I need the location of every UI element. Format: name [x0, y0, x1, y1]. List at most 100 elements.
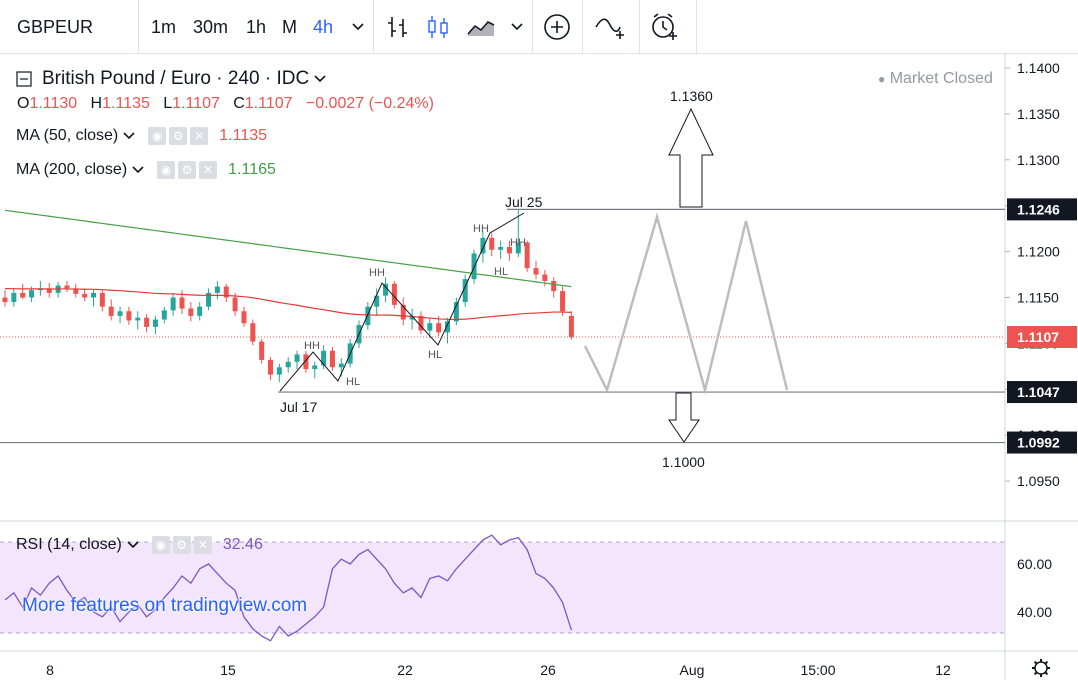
candle-body — [126, 311, 132, 321]
price-tick-label: 1.0950 — [1017, 473, 1060, 489]
gear-icon[interactable]: ⚙ — [178, 161, 197, 179]
compare-button[interactable] — [543, 0, 571, 54]
candle-body — [445, 321, 450, 333]
ma200-value: 1.1165 — [228, 161, 276, 178]
swing-label: HL — [428, 349, 442, 361]
candle-body — [515, 242, 521, 254]
alarm-clock-plus-icon — [652, 13, 677, 40]
high-value: 1.1135 — [102, 95, 150, 112]
candle-body — [268, 359, 273, 375]
rsi-value: 32.46 — [222, 536, 263, 553]
interval-30m-label: 30m — [193, 16, 229, 37]
interval-1m-button[interactable]: 1m — [151, 0, 176, 54]
ohlc-bars-icon — [388, 17, 407, 37]
swing-label: HH — [473, 223, 489, 235]
tradingview-watermark-link[interactable]: More features on tradingview.com — [22, 595, 308, 616]
chevron-down-icon[interactable] — [313, 74, 327, 84]
candle-body — [462, 279, 468, 303]
time-tick-label: 22 — [397, 662, 413, 678]
gear-ring — [1034, 661, 1048, 675]
candle-body — [232, 297, 238, 312]
interval-dropdown-button[interactable] — [351, 0, 365, 54]
swing-label: HH — [510, 237, 526, 249]
eye-icon[interactable]: ◉ — [148, 127, 167, 145]
candle-body — [391, 283, 397, 305]
time-tick-label: Aug — [680, 662, 705, 678]
interval-M-button[interactable]: M — [282, 0, 297, 54]
chevron-down-icon[interactable] — [122, 131, 136, 141]
candle-body — [365, 306, 371, 326]
price-label-box — [1007, 198, 1077, 221]
toolbar-divider — [532, 0, 533, 54]
ma200-line — [4, 209, 572, 288]
chevron-down-icon — [511, 23, 523, 31]
interval-4h-label: 4h — [313, 16, 334, 37]
candle-body — [312, 365, 318, 370]
time-tick-label: 26 — [540, 662, 556, 678]
candle-body — [29, 290, 35, 298]
symbol-legend: British Pound / Euro · 240 · IDC — [16, 68, 327, 90]
time-tick-label: 8 — [46, 662, 54, 678]
candlestick-icon — [428, 16, 448, 38]
chart-style-dropdown[interactable] — [510, 0, 524, 54]
candle-body — [206, 292, 212, 307]
candle-body — [197, 306, 203, 316]
toolbar-divider — [696, 0, 697, 54]
interval-1h-button[interactable]: 1h — [246, 0, 266, 54]
bars-style-button[interactable] — [385, 0, 411, 54]
close-value: 1.1107 — [244, 95, 293, 112]
candle-body — [241, 311, 247, 324]
gear-tooth — [1033, 660, 1038, 665]
candle-body — [11, 292, 17, 303]
indicators-button[interactable] — [594, 0, 628, 54]
gear-icon[interactable]: ⚙ — [172, 536, 191, 554]
candle-body — [303, 354, 309, 370]
top-toolbar: GBPEUR 1m 30m 1h M 4h — [0, 0, 1078, 54]
swing-label: HL — [346, 376, 360, 388]
candle-body — [250, 323, 256, 342]
status-dot-icon: ● — [878, 72, 886, 86]
swing-label: HH — [369, 267, 385, 279]
interval-30m-button[interactable]: 30m — [193, 0, 228, 54]
alert-button[interactable] — [650, 0, 680, 54]
close-icon[interactable]: ✕ — [199, 161, 218, 179]
plus-circle-icon — [544, 14, 570, 40]
eye-icon[interactable]: ◉ — [151, 536, 170, 554]
area-style-button[interactable] — [466, 0, 496, 54]
chevron-down-icon[interactable] — [131, 165, 145, 175]
chevron-down-icon[interactable] — [126, 540, 140, 550]
low-label: L — [163, 95, 173, 112]
candles-style-button[interactable] — [425, 0, 451, 54]
eye-icon[interactable]: ◉ — [157, 161, 176, 179]
rsi-legend: RSI (14, close) ◉ ⚙ ✕ 32.46 — [16, 536, 263, 554]
candle-body — [285, 361, 291, 368]
candle-body — [179, 297, 185, 309]
swing-label: HL — [494, 266, 508, 278]
target-label-lower: 1.1000 — [662, 454, 705, 470]
gear-icon[interactable]: ⚙ — [169, 127, 188, 145]
change-value: −0.0027 (−0.24%) — [305, 95, 434, 112]
price-label-value: 1.1246 — [1017, 201, 1060, 217]
candle-body — [188, 308, 194, 316]
candle-body — [64, 285, 70, 289]
candle-body — [99, 292, 105, 307]
candle-body — [418, 315, 424, 331]
collapse-legend-icon[interactable] — [16, 71, 32, 87]
candle-body — [400, 304, 406, 320]
candle-body — [214, 286, 220, 293]
price-tick-label: 1.1150 — [1017, 290, 1059, 306]
close-icon[interactable]: ✕ — [190, 127, 209, 145]
candle-body — [161, 310, 167, 320]
down-target-arrow — [668, 392, 700, 443]
symbol-label: GBPEUR — [17, 16, 94, 37]
price-tick-label: 1.1400 — [1017, 60, 1060, 76]
gear-tooth — [1044, 660, 1049, 665]
rsi-band — [0, 542, 1005, 633]
ma200-label: MA (200, close) — [16, 161, 128, 178]
symbol-search-button[interactable]: GBPEUR — [17, 0, 93, 54]
interval-4h-button[interactable]: 4h — [313, 0, 333, 54]
symbol-title: British Pound / Euro · 240 · IDC — [42, 68, 310, 89]
price-tick-label: 1.1300 — [1017, 152, 1060, 168]
close-icon[interactable]: ✕ — [193, 536, 212, 554]
